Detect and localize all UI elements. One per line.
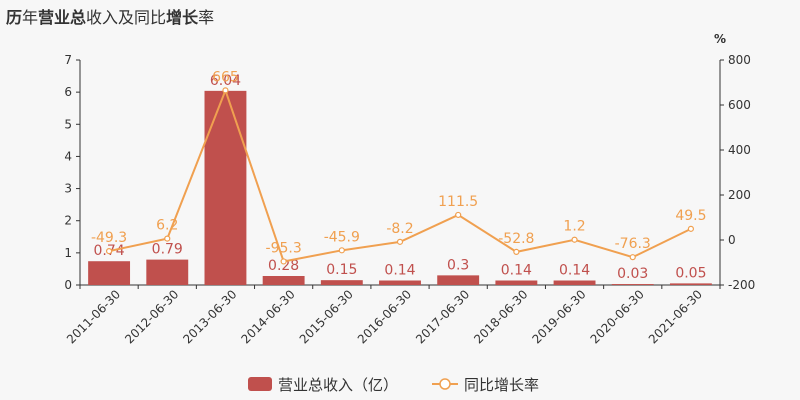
bar-label: 6.04 [210, 73, 241, 89]
bar-label: 0.3 [447, 257, 469, 273]
x-tick-label: 2015-06-30 [297, 287, 356, 346]
bar [146, 259, 189, 285]
y-left-tick-label: 4 [64, 149, 72, 163]
x-tick-label: 2019-06-30 [529, 287, 588, 346]
growth-point [687, 225, 695, 232]
legend-bar-swatch [248, 377, 272, 391]
bar-label: 0.14 [559, 263, 590, 279]
growth-label: 111.5 [438, 194, 478, 210]
legend-bar-label: 营业总收入（亿） [278, 376, 398, 394]
growth-point [571, 236, 578, 243]
growth-point [396, 238, 404, 245]
bar [320, 280, 363, 285]
growth-point [338, 247, 345, 254]
y-left-tick-label: 3 [64, 182, 72, 196]
bar [204, 90, 247, 285]
x-tick-label: 2013-06-30 [180, 287, 239, 346]
growth-label: 1.2 [563, 219, 585, 235]
bar [553, 280, 596, 285]
growth-label: -8.2 [386, 221, 413, 237]
bar [88, 261, 131, 285]
title-part: 收入及同比 [86, 8, 167, 27]
title-part: 历 [6, 8, 23, 27]
growth-label: 49.5 [675, 208, 706, 224]
bar-label: 0.14 [501, 263, 532, 279]
y-right-tick-label: 0 [728, 233, 736, 247]
legend-line-marker [439, 378, 451, 390]
y-right-tick-label: -200 [728, 278, 755, 292]
bar [379, 280, 421, 285]
bar-label: 0.05 [675, 265, 706, 281]
growth-point [222, 87, 229, 94]
x-tick-label: 2016-06-30 [355, 287, 414, 346]
growth-point [164, 235, 171, 242]
x-tick-label: 2011-06-30 [64, 287, 123, 346]
x-tick-label: 2017-06-30 [413, 287, 472, 346]
growth-label: -52.8 [498, 231, 534, 247]
growth-label: -95.3 [266, 240, 302, 256]
bar [262, 276, 305, 285]
x-tick-label: 2014-06-30 [239, 287, 298, 346]
y-left-tick-label: 6 [64, 85, 72, 99]
x-tick-label: 2021-06-30 [646, 287, 705, 346]
chart-title: 历年营业总收入及同比增长率 [6, 4, 214, 28]
bar-label: 0.79 [152, 242, 183, 258]
x-tick-label: 2020-06-30 [588, 287, 647, 346]
y-left-tick-label: 1 [64, 246, 72, 260]
growth-label: -76.3 [615, 236, 651, 252]
bar [495, 280, 538, 285]
growth-point [105, 247, 113, 255]
title-part: 年 [22, 8, 39, 27]
growth-point [513, 248, 520, 255]
bar [611, 284, 654, 285]
y-left-tick-label: 0 [64, 278, 72, 292]
y-right-unit: % [714, 32, 726, 46]
bar [669, 283, 712, 285]
y-right-tick-label: 200 [728, 188, 751, 202]
growth-point [629, 254, 636, 261]
growth-label: 6.2 [156, 218, 178, 234]
y-right-tick-label: 600 [728, 98, 751, 112]
y-right-tick-label: 800 [728, 53, 751, 67]
bar-label: 0.14 [384, 263, 415, 279]
legend-line-label: 同比增长率 [464, 376, 539, 394]
bar [437, 275, 480, 285]
x-tick-label: 2018-06-30 [471, 287, 530, 346]
bar-label: 0.15 [326, 262, 357, 278]
title-part: 率 [198, 8, 215, 27]
y-left-tick-label: 7 [64, 53, 72, 67]
title-part: 增长 [166, 8, 199, 27]
growth-label: -45.9 [324, 229, 360, 245]
bar-label: 0.03 [617, 266, 648, 282]
growth-point [280, 258, 287, 265]
growth-label: 665 [212, 69, 239, 85]
bar-label: 0.28 [268, 258, 299, 274]
growth-label: -49.3 [91, 230, 127, 246]
y-right-tick-label: 400 [728, 143, 751, 157]
y-left-tick-label: 2 [64, 214, 72, 228]
growth-point [455, 211, 462, 219]
x-tick-label: 2012-06-30 [122, 287, 181, 346]
y-left-tick-label: 5 [64, 117, 72, 131]
title-part: 营业总 [38, 8, 87, 27]
